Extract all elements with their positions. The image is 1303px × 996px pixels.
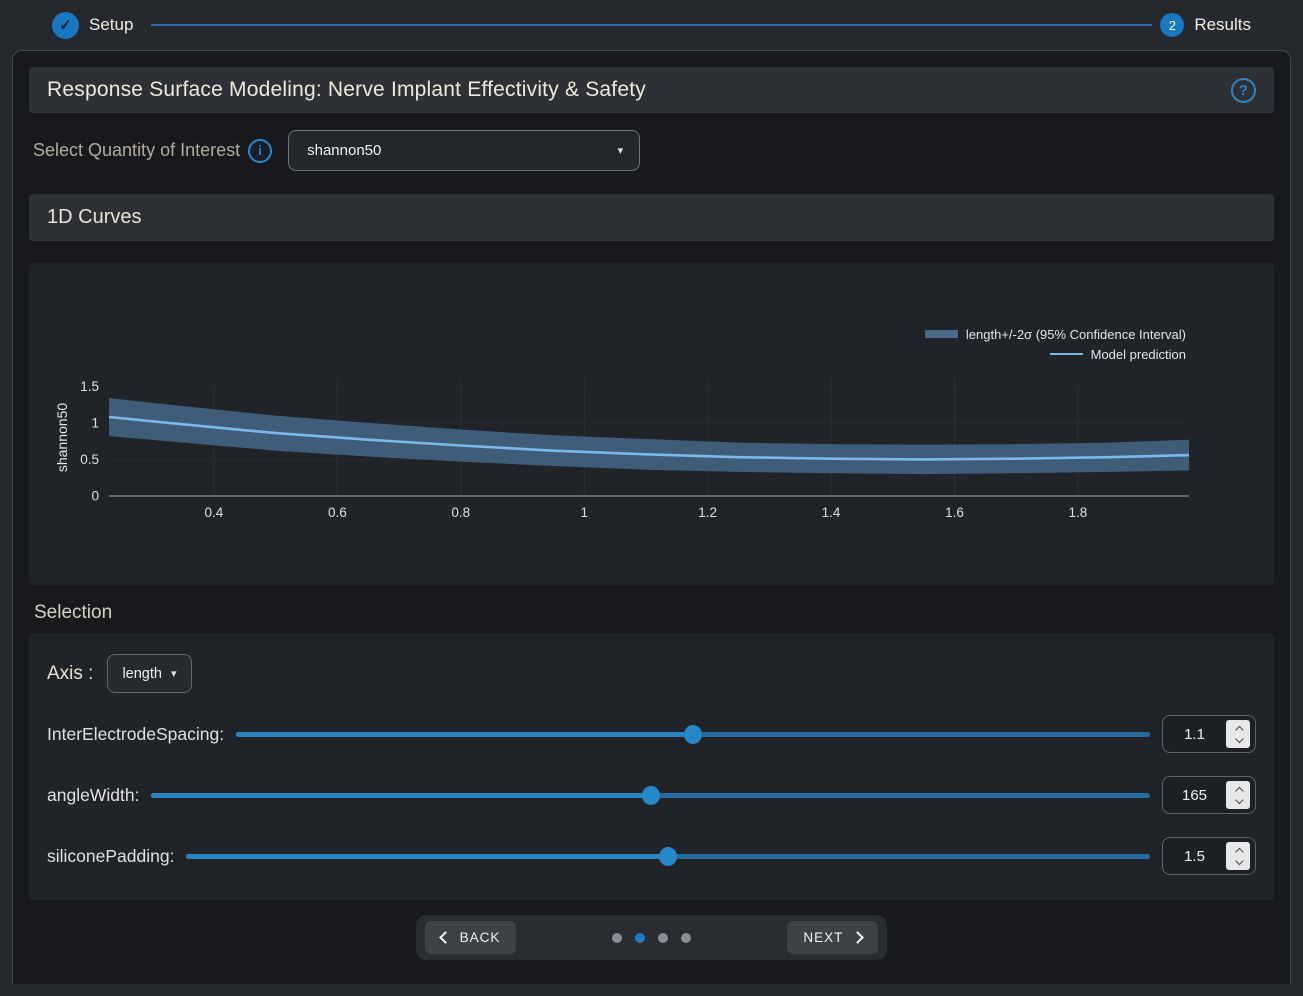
siliconepadding-value: 1.5: [1184, 847, 1205, 865]
axis-label: Axis :: [47, 662, 94, 684]
stepper-results-label[interactable]: Results: [1194, 15, 1251, 34]
spinner-stepper[interactable]: [1226, 720, 1250, 748]
chevron-up-icon: [1235, 786, 1244, 795]
chevron-down-icon: ▾: [617, 145, 624, 157]
curves-section-title: 1D Curves: [47, 206, 142, 228]
anglewidth-input[interactable]: 165: [1162, 776, 1256, 814]
legend-model-prediction: Model prediction: [925, 344, 1186, 364]
chart-legend: length+/-2σ (95% Confidence Interval) Mo…: [924, 324, 1186, 364]
chevron-down-icon: ▾: [170, 668, 177, 680]
legend-model-prediction-label: Model prediction: [1090, 346, 1186, 362]
quantity-of-interest-label: Select Quantity of Interest: [33, 140, 241, 160]
svg-text:0.8: 0.8: [451, 505, 470, 520]
help-icon[interactable]: ?: [1231, 77, 1256, 103]
chevron-up-icon: [1235, 847, 1244, 856]
svg-text:0.4: 0.4: [205, 505, 224, 520]
slider-row-interelectrodespacing: InterElectrodeSpacing: 1.1: [47, 714, 1256, 754]
chevron-up-icon: [1235, 725, 1244, 734]
selection-panel: Axis : length ▾ InterElectrodeSpacing: 1…: [29, 633, 1274, 900]
interelectrodespacing-label: InterElectrodeSpacing:: [47, 723, 225, 744]
svg-text:shannon50: shannon50: [54, 403, 70, 473]
page-title: Response Surface Modeling: Nerve Implant…: [47, 78, 646, 101]
info-icon[interactable]: i: [248, 138, 273, 163]
results-card: Response Surface Modeling: Nerve Implant…: [12, 50, 1291, 984]
setup-complete-check-icon[interactable]: ✓: [52, 11, 79, 39]
quantity-of-interest-row: Select Quantity of Interest i shannon50 …: [29, 130, 1274, 171]
stepper-setup-label[interactable]: Setup: [89, 15, 134, 34]
svg-text:1.4: 1.4: [822, 505, 841, 520]
slider-row-siliconepadding: siliconePadding: 1.5: [47, 836, 1256, 876]
svg-text:1: 1: [580, 505, 588, 520]
anglewidth-slider[interactable]: [151, 785, 1150, 805]
chevron-right-icon: [851, 931, 865, 944]
spinner-stepper[interactable]: [1226, 842, 1250, 870]
chevron-left-icon: [438, 931, 452, 944]
page-dot[interactable]: [658, 932, 669, 943]
svg-text:1.2: 1.2: [698, 505, 717, 520]
next-button-label: NEXT: [803, 930, 844, 945]
page-dot[interactable]: [612, 932, 623, 943]
svg-text:0: 0: [91, 489, 99, 504]
back-button[interactable]: BACK: [424, 921, 517, 954]
next-button[interactable]: NEXT: [787, 921, 879, 954]
svg-text:1: 1: [91, 415, 99, 430]
axis-select[interactable]: length ▾: [107, 654, 192, 693]
svg-text:1.6: 1.6: [945, 505, 964, 520]
interelectrodespacing-input[interactable]: 1.1: [1162, 715, 1256, 753]
confidence-band-swatch-icon: [924, 330, 958, 338]
slider-fill: [186, 854, 669, 859]
curves-section-bar: 1D Curves: [29, 194, 1274, 241]
page-dot[interactable]: [681, 932, 692, 943]
spinner-stepper[interactable]: [1226, 781, 1250, 809]
back-button-label: BACK: [459, 930, 501, 945]
legend-confidence-band-label: length+/-2σ (95% Confidence Interval): [965, 326, 1186, 342]
quantity-of-interest-value: shannon50: [307, 142, 382, 159]
results-step-number-badge[interactable]: 2: [1160, 13, 1185, 37]
interelectrodespacing-value: 1.1: [1184, 725, 1205, 743]
chevron-down-icon: [1235, 734, 1244, 743]
slider-thumb[interactable]: [659, 847, 678, 866]
siliconepadding-slider[interactable]: [186, 846, 1150, 866]
selection-heading: Selection: [34, 602, 113, 623]
chevron-down-icon: [1235, 795, 1244, 804]
page-dots: [612, 932, 692, 943]
svg-text:1.5: 1.5: [80, 379, 99, 394]
1d-curves-chart[interactable]: 0.4 0.6 0.8 1 1.2 1.4 1.6 1.8 0 0.5 1 1.5 shannon50 …: [29, 263, 1274, 585]
legend-confidence-band: length+/-2σ (95% Confidence Interval): [924, 324, 1186, 344]
slider-fill: [236, 732, 694, 737]
stepper-connector-line: [151, 24, 1153, 26]
siliconepadding-input[interactable]: 1.5: [1162, 837, 1256, 875]
model-line-swatch-icon: [1049, 352, 1083, 356]
slider-thumb[interactable]: [641, 786, 660, 805]
slider-fill: [151, 793, 651, 798]
footer: BACK NEXT: [29, 915, 1274, 960]
page-dot-active[interactable]: [635, 932, 646, 943]
axis-row: Axis : length ▾: [47, 654, 1256, 693]
slider-row-anglewidth: angleWidth: 165: [47, 775, 1256, 815]
anglewidth-label: angleWidth:: [47, 784, 140, 805]
wizard-stepper: ✓ Setup 2 Results: [0, 0, 1303, 50]
pagination-bar: BACK NEXT: [415, 915, 888, 960]
anglewidth-value: 165: [1181, 786, 1208, 804]
svg-text:0.5: 0.5: [80, 452, 99, 467]
svg-text:1.8: 1.8: [1069, 505, 1088, 520]
siliconepadding-label: siliconePadding:: [47, 845, 175, 866]
quantity-of-interest-select[interactable]: shannon50 ▾: [288, 130, 641, 171]
page-title-bar: Response Surface Modeling: Nerve Implant…: [29, 67, 1274, 113]
svg-text:0.6: 0.6: [328, 505, 347, 520]
slider-thumb[interactable]: [684, 725, 703, 744]
chevron-down-icon: [1235, 856, 1244, 865]
axis-select-value: length: [122, 665, 162, 682]
response-curve-plot: 0.4 0.6 0.8 1 1.2 1.4 1.6 1.8 0 0.5 1 1.5 shannon50: [54, 379, 1190, 520]
interelectrodespacing-slider[interactable]: [236, 724, 1150, 744]
